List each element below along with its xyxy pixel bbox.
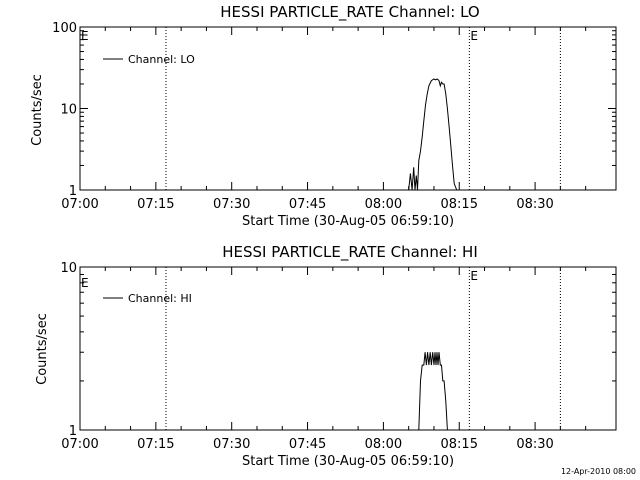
chart-lo-marker-label: E [470, 29, 478, 43]
chart-hi-xtick-label: 08:00 [365, 437, 402, 452]
chart-hi-ytick-label: 10 [60, 261, 77, 276]
chart-lo-xtick-label: 07:45 [289, 197, 326, 212]
footer-timestamp: 12-Apr-2010 08:00 [561, 467, 636, 476]
chart-hi-ylabel: Counts/sec [35, 313, 50, 385]
chart-hi-xtick-label: 08:15 [441, 437, 478, 452]
chart-lo-frame [79, 26, 617, 191]
chart-hi-corner-label: E [81, 276, 89, 290]
chart-hi-markers: E [165, 267, 561, 430]
chart-hi-ytick-label: 1 [69, 424, 77, 439]
chart-lo-legend-label: Channel: LO [128, 53, 195, 66]
chart-lo-xtick-label: 07:15 [137, 197, 174, 212]
chart-lo-xtick-label: 08:15 [441, 197, 478, 212]
chart-hi-xtick-label: 07:15 [137, 437, 174, 452]
chart-lo-xtick-label: 08:00 [365, 197, 402, 212]
chart-lo-series-line [408, 78, 458, 191]
chart-hi-marker-label: E [470, 269, 478, 283]
chart-hi-xlabel: Start Time (30-Aug-05 06:59:10) [242, 454, 454, 469]
chart-hi: HESSI PARTICLE_RATE Channel: HI Counts/s… [35, 243, 617, 469]
chart-hi-xtick-label: 08:30 [516, 437, 553, 452]
chart-lo-xtick-label: 08:30 [516, 197, 553, 212]
chart-hi-title: HESSI PARTICLE_RATE Channel: HI [222, 243, 478, 262]
chart-hi-xtick-label: 07:00 [61, 437, 98, 452]
chart-lo-ytick-label: 10 [60, 103, 77, 118]
chart-hi-legend-label: Channel: HI [128, 292, 192, 305]
chart-hi-series-line [418, 352, 448, 431]
chart-lo-markers: E [165, 27, 561, 190]
chart-lo-title: HESSI PARTICLE_RATE Channel: LO [220, 3, 479, 22]
chart-lo-ticks: 07:00 07:15 07:30 07:45 08:00 08:15 08:30 1 10 10… [52, 21, 616, 212]
chart-lo-xtick-label: 07:30 [213, 197, 250, 212]
chart-lo-ylabel: Counts/sec [30, 74, 45, 146]
chart-lo: HESSI PARTICLE_RATE Channel: LO Counts/s… [30, 3, 617, 229]
chart-hi-xtick-label: 07:30 [213, 437, 250, 452]
chart-hi-xtick-label: 07:45 [289, 437, 326, 452]
chart-hi-ticks: 07:00 07:15 07:30 07:45 08:00 08:15 08:30 1 10 [60, 261, 616, 452]
chart-lo-xlabel: Start Time (30-Aug-05 06:59:10) [242, 214, 454, 229]
chart-hi-frame [79, 266, 617, 431]
chart-lo-corner-label: E [81, 29, 89, 43]
chart-lo-ytick-label: 1 [69, 184, 77, 199]
chart-lo-ytick-label: 100 [52, 21, 77, 36]
chart-lo-xtick-label: 07:00 [61, 197, 98, 212]
